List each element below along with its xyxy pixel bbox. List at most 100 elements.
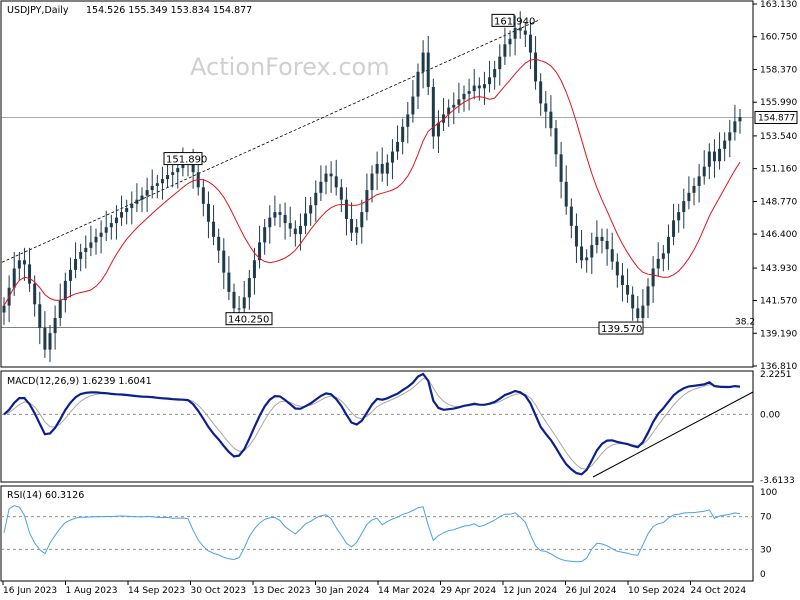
- candle-body: [298, 225, 302, 235]
- candle-body: [370, 173, 374, 191]
- candle-body: [329, 173, 333, 177]
- fib-level-label: 38.2: [735, 318, 755, 328]
- candle-body: [375, 163, 379, 174]
- candle-body: [672, 220, 676, 237]
- candle-body: [421, 52, 425, 72]
- price-annotations: 151.890 140.250 161.940 139.570: [163, 13, 644, 335]
- candle-body: [426, 52, 430, 87]
- candle-body: [600, 236, 604, 241]
- candle-body: [191, 161, 195, 173]
- candle-body: [559, 154, 563, 182]
- x-tick-label: 14 Mar 2024: [378, 586, 435, 596]
- candle-body: [140, 195, 144, 200]
- candle-body: [206, 203, 210, 222]
- price-annotation-label: 140.250: [228, 315, 269, 326]
- price-tick-label: 151.160: [760, 165, 797, 175]
- last-price-box: [754, 111, 798, 125]
- macd-trendline: [592, 391, 754, 478]
- candle-body: [176, 168, 180, 173]
- x-tick-label: 10 Sep 2024: [628, 586, 685, 596]
- candle-body: [626, 284, 630, 295]
- candle-body: [406, 114, 410, 127]
- candle-body: [74, 258, 78, 270]
- candle-body: [258, 242, 262, 261]
- candle-body: [610, 249, 614, 262]
- candle-body: [268, 217, 272, 228]
- candle-body: [166, 174, 170, 180]
- candle-body: [702, 166, 706, 177]
- candle-body: [237, 308, 241, 310]
- candle-body: [431, 86, 435, 137]
- candle-body: [646, 286, 650, 306]
- price-tick-label: 158.370: [760, 65, 797, 75]
- candle-body: [477, 85, 481, 89]
- candle-body: [401, 126, 405, 142]
- candle-body: [33, 283, 37, 305]
- candle-body: [733, 121, 737, 133]
- candle-body: [712, 151, 716, 162]
- candle-body: [355, 227, 359, 233]
- candle-body: [43, 327, 47, 350]
- candle-body: [38, 304, 42, 328]
- candle-body: [636, 308, 640, 318]
- candle-body: [447, 107, 451, 115]
- rsi-panel: [0, 485, 754, 582]
- candle-body: [707, 151, 711, 167]
- candle-body: [22, 260, 26, 265]
- x-axis: 16 Jun 2023 1 Aug 2023 14 Sep 2023 30 Oct 2…: [2, 581, 746, 596]
- dashed-trendline: [1, 19, 541, 263]
- candle-body: [631, 294, 635, 309]
- candle-body: [160, 179, 164, 184]
- x-tick-label: 14 Sep 2023: [128, 586, 185, 596]
- price-header-ohlc: 154.526 155.349 153.834 154.877: [86, 5, 252, 16]
- candle-body: [390, 151, 394, 163]
- x-tick-label: 16 Jun 2023: [3, 586, 57, 596]
- x-tick-label: 13 Dec 2023: [253, 586, 311, 596]
- candle-body: [472, 85, 476, 92]
- macd-tick-label: 2.2251: [760, 370, 792, 380]
- candle-body: [58, 300, 62, 318]
- candle-body: [380, 163, 384, 174]
- candle-body: [68, 269, 72, 281]
- candle-body: [278, 212, 282, 215]
- candle-body: [288, 223, 292, 229]
- candle-body: [651, 268, 655, 287]
- candle-body: [28, 264, 32, 284]
- candle-body: [738, 117, 742, 122]
- price-annotation-box: [491, 13, 515, 27]
- candle-body: [385, 162, 389, 174]
- candle-body: [17, 260, 21, 269]
- rsi-tick-label: 70: [760, 513, 772, 523]
- candle-body: [104, 227, 108, 233]
- price-tick-label: 163.130: [760, 0, 797, 10]
- candle-body: [89, 242, 93, 248]
- candle-body: [84, 247, 88, 252]
- price-tick-label: 146.400: [760, 230, 797, 240]
- candle-body: [564, 181, 568, 207]
- candle-body: [544, 103, 548, 112]
- rsi-tick-label: 100: [760, 488, 777, 498]
- price-tick-label: 143.930: [760, 264, 797, 274]
- candle-body: [273, 212, 277, 218]
- price-tick-label: 136.810: [760, 362, 797, 372]
- macd-tick-label: -3.6133: [760, 476, 795, 486]
- candle-body: [687, 192, 691, 202]
- price-tick-label: 160.750: [760, 33, 797, 43]
- candle-body: [539, 81, 543, 104]
- price-tick-label: 153.540: [760, 132, 797, 142]
- candle-body: [63, 280, 67, 301]
- candle-body: [114, 217, 118, 224]
- x-tick-label: 1 Aug 2023: [66, 586, 118, 596]
- candle-body: [155, 183, 159, 186]
- candle-body: [641, 305, 645, 318]
- candle-body: [222, 250, 226, 273]
- candle-body: [677, 212, 681, 221]
- candle-body: [467, 91, 471, 94]
- price-y-axis: 163.130 160.750 158.370 155.990 153.540 151.1…: [753, 0, 797, 372]
- candle-body: [493, 69, 497, 78]
- candle-body: [513, 27, 517, 39]
- macd-header: MACD(12,26,9) 1.6239 1.6041: [7, 376, 152, 387]
- candle-body: [171, 172, 175, 175]
- candle-body: [723, 140, 727, 149]
- watermark: ActionForex.com: [190, 53, 390, 81]
